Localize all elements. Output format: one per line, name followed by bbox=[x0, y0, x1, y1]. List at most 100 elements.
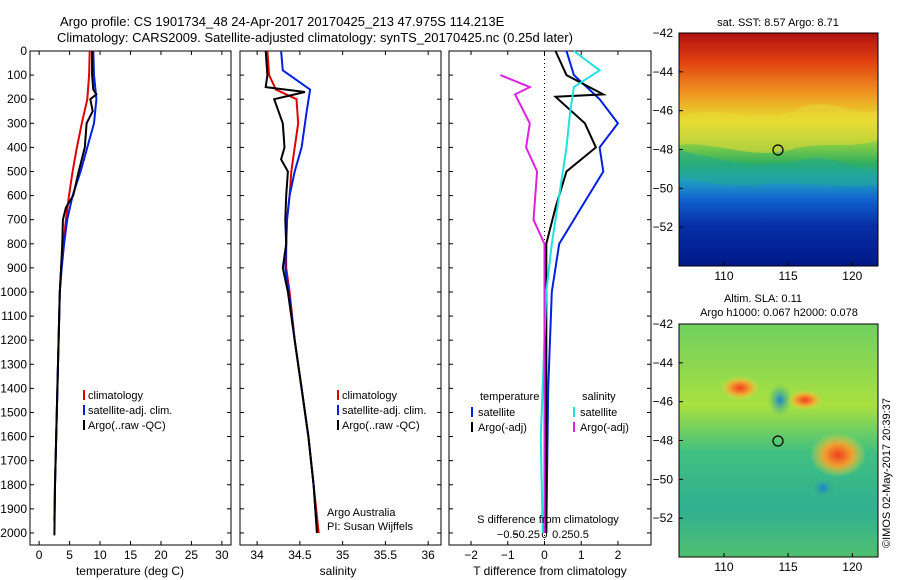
legend-header-salinity: salinity bbox=[582, 391, 616, 403]
legend-label: Argo(..raw -QC) bbox=[342, 420, 420, 432]
map-y-tick-label: −50 bbox=[653, 472, 674, 486]
series-line-sal_satellite bbox=[539, 50, 602, 534]
map-y-tick-label: −46 bbox=[653, 104, 674, 118]
sst-map-front-green bbox=[679, 150, 878, 187]
y-tick-label: 500 bbox=[7, 164, 27, 178]
map-y-tick-label: −42 bbox=[653, 317, 674, 331]
sst-map bbox=[678, 32, 879, 267]
y-tick-label: 1700 bbox=[0, 454, 27, 468]
map-x-tick-label: 110 bbox=[714, 560, 733, 574]
temperature-plot: 0 5 10 15 20 25 300100200300400500600700800900… bbox=[0, 44, 231, 562]
s-difference-axis-label: S difference from climatology bbox=[477, 514, 619, 526]
argo-australia-note: Argo Australia bbox=[327, 507, 396, 519]
map-x-tick-label: 120 bbox=[842, 269, 862, 283]
series-line-argo bbox=[53, 51, 98, 536]
legend-label: satellite bbox=[478, 407, 515, 419]
x-tick-label: 30 bbox=[215, 548, 229, 562]
sst-map-title: sat. SST: 8.57 Argo: 8.71 bbox=[717, 17, 839, 29]
x-tick-label: 2 bbox=[615, 548, 622, 562]
legend-label: climatology bbox=[88, 390, 144, 402]
x-tick-label: −1 bbox=[501, 548, 515, 562]
s-tick-label: 0.5 bbox=[574, 529, 589, 541]
pi-note: PI: Susan Wijffels bbox=[327, 521, 413, 533]
y-tick-label: 1300 bbox=[0, 357, 27, 371]
s-tick-label: 0 bbox=[541, 529, 547, 541]
sla-warm-anomaly-2 bbox=[810, 433, 866, 477]
legend-label: climatology bbox=[342, 390, 398, 402]
x-tick-label: 5 bbox=[66, 548, 73, 562]
sla-map bbox=[678, 323, 879, 558]
y-tick-label: 800 bbox=[7, 237, 27, 251]
x-tick-label: 0 bbox=[541, 548, 548, 562]
x-tick-label: 36 bbox=[421, 548, 435, 562]
series-line-argo bbox=[264, 50, 318, 534]
map-y-tick-label: −48 bbox=[653, 434, 674, 448]
y-tick-label: 100 bbox=[7, 68, 27, 82]
legend-label: Argo(..raw -QC) bbox=[88, 420, 166, 432]
x-tick-label: −2 bbox=[464, 548, 478, 562]
y-tick-label: 1000 bbox=[0, 285, 27, 299]
y-tick-label: 700 bbox=[7, 213, 27, 227]
sst-argo-marker bbox=[772, 144, 784, 156]
y-tick-label: 1800 bbox=[0, 478, 27, 492]
map-x-tick-label: 120 bbox=[842, 560, 862, 574]
map-x-tick-label: 110 bbox=[714, 269, 733, 283]
sst-map-front-warm bbox=[679, 104, 878, 153]
map-x-tick-label: 115 bbox=[779, 560, 798, 574]
map-y-tick-label: −44 bbox=[653, 356, 674, 370]
x-tick-label: 15 bbox=[124, 548, 138, 562]
y-tick-label: 1600 bbox=[0, 430, 27, 444]
series-line-sal_argo bbox=[500, 74, 546, 533]
x-tick-label: 34.5 bbox=[288, 548, 312, 562]
x-tick-label: 34 bbox=[250, 548, 264, 562]
y-tick-label: 300 bbox=[7, 116, 27, 130]
y-tick-label: 1100 bbox=[1, 309, 27, 323]
x-tick-label: 35.5 bbox=[374, 548, 398, 562]
sla-map-axes: 110 115 120 −42 −44 −46 −48 −50 −52 bbox=[653, 317, 863, 574]
x-tick-label: 25 bbox=[185, 548, 199, 562]
sla-cold-anomaly-2 bbox=[811, 478, 835, 498]
x-tick-label: 10 bbox=[93, 548, 107, 562]
map-y-tick-label: −50 bbox=[653, 181, 674, 195]
sla-warm-anomaly-1 bbox=[720, 376, 760, 400]
difference-panel-frame bbox=[448, 50, 652, 546]
imos-credit: ©IMOS 02-May-2017 20:39:37 bbox=[881, 398, 893, 548]
y-tick-label: 0 bbox=[20, 44, 27, 58]
y-tick-label: 1900 bbox=[0, 502, 27, 516]
y-tick-label: 200 bbox=[7, 92, 27, 106]
sla-map-title-line2: Argo h1000: 0.067 h2000: 0.078 bbox=[700, 307, 858, 319]
legend-label: Argo(-adj) bbox=[478, 422, 527, 434]
sla-argo-marker bbox=[772, 435, 784, 447]
x-tick-label: 1 bbox=[578, 548, 585, 562]
series-line-satellite bbox=[545, 50, 620, 534]
sla-warm-anomaly-3 bbox=[787, 390, 823, 410]
y-tick-label: 1400 bbox=[0, 381, 27, 395]
y-tick-label: 600 bbox=[7, 189, 27, 203]
sla-map-title-line1: Altim. SLA: 0.11 bbox=[724, 293, 802, 305]
map-x-tick-label: 115 bbox=[779, 269, 798, 283]
map-y-tick-label: −52 bbox=[653, 511, 674, 525]
x-tick-label: 20 bbox=[154, 548, 168, 562]
map-y-tick-label: −48 bbox=[653, 143, 674, 157]
map-y-tick-label: −46 bbox=[653, 395, 674, 409]
salinity-axis-label: salinity bbox=[320, 564, 357, 578]
legend-label: satellite-adj. clim. bbox=[342, 405, 426, 417]
series-line-argo bbox=[545, 50, 608, 533]
figure-title-line1: Argo profile: CS 1901734_48 24-Apr-2017 … bbox=[60, 14, 505, 29]
y-tick-label: 2000 bbox=[0, 526, 27, 540]
sla-cold-anomaly-1 bbox=[768, 384, 792, 416]
y-tick-label: 900 bbox=[7, 261, 27, 275]
y-tick-label: 1500 bbox=[0, 405, 27, 419]
salinity-panel-frame bbox=[239, 50, 442, 546]
legend-label: satellite-adj. clim. bbox=[88, 405, 172, 417]
s-tick-label: 0.25 bbox=[552, 529, 573, 541]
s-tick-label: −0.25 bbox=[512, 529, 540, 541]
t-difference-axis-label: T difference from climatology bbox=[473, 564, 627, 578]
x-tick-label: 0 bbox=[36, 548, 43, 562]
temperature-axis-label: temperature (deg C) bbox=[76, 564, 184, 578]
sst-map-axes: 110 115 120 −42 −44 −46 −48 −50 −52 bbox=[653, 26, 863, 283]
legend-header-temperature: temperature bbox=[480, 391, 539, 403]
y-tick-label: 400 bbox=[7, 140, 27, 154]
difference-plot: −2 −1 0 1 2 −0.5−0.25 0 0.25 0.5 temperature salin… bbox=[449, 50, 651, 562]
